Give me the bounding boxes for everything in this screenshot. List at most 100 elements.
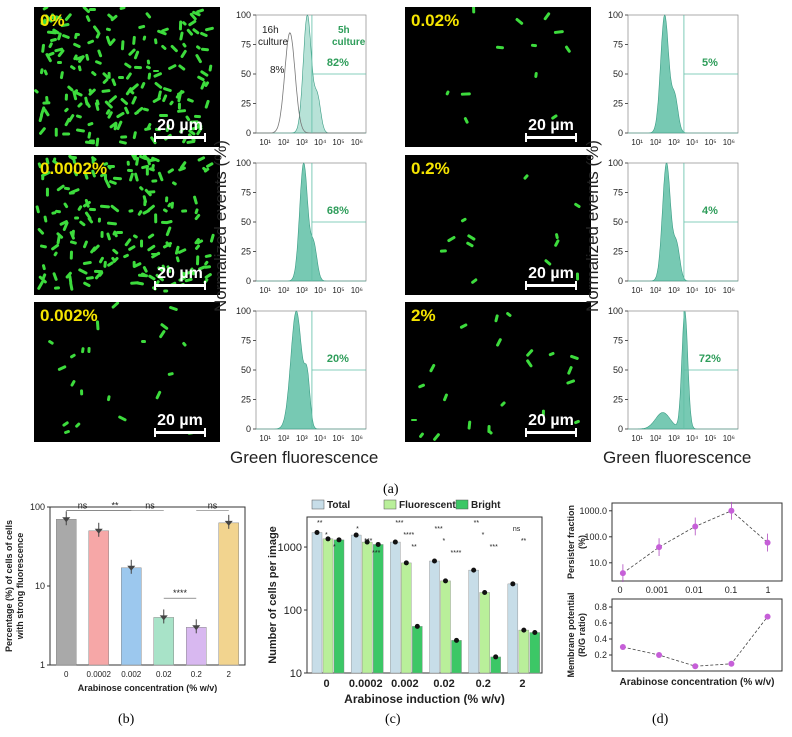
histogram-1: 0 25 50 75 100 10¹ 10² 10³ 10⁴ 10⁵ 10⁶ 68% [236,158,367,295]
x-axis-label: Arabinose induction (% w/v) [344,692,505,705]
bacterial-cell [417,383,426,389]
bacterial-cell [543,12,551,21]
bar-total [468,569,479,674]
micrograph-3: 0.02% 20 µm [405,7,591,147]
y-tick-label: 50 [241,69,251,79]
bacterial-cell [111,302,120,310]
bacterial-cell [46,187,49,198]
bar-bright [529,632,541,674]
data-point [692,523,699,530]
bacterial-cell [573,202,581,209]
bacterial-cell [59,71,64,80]
x-tick-label: 10¹ [259,138,271,147]
y-tick-label: 10 [290,668,302,680]
data-point [403,560,409,566]
bacterial-cell [132,36,137,45]
bacterial-cell [93,24,101,34]
x-tick-label: 10⁵ [704,286,716,295]
bar-total [350,534,362,674]
significance-label: *** [364,538,372,545]
bacterial-cell [466,233,476,241]
bacterial-cell [78,268,89,276]
bacterial-cell [472,7,476,14]
data-point [443,578,448,584]
bacterial-cell [119,135,128,140]
bacterial-cell [209,64,213,73]
x-tick-label: 10⁴ [686,434,699,443]
data-point [764,613,771,620]
bacterial-cell [125,72,133,81]
bacterial-cell [186,98,195,104]
bacterial-cell [157,171,164,182]
scale-bar: 20 µm [154,265,206,290]
y-tick-label: 100 [236,158,251,168]
x-tick-label: 10⁴ [314,138,327,147]
y-tick-label: 0.8 [594,602,607,612]
chart-c: 10 100 1000 Total Fluorescent Bright 0 0.0002 0.… [267,499,543,705]
bacterial-cell [120,97,129,105]
significance-label: ns [145,501,155,511]
bacterial-cell [152,69,160,73]
bacterial-cell [46,30,57,35]
bar-total [311,532,323,674]
chart-b: 1 10 100 0 0.0002 0.002 0.02 0.2 2 ns ** ns **** ns Pe… [4,501,246,693]
bar-0 [56,518,77,666]
bacterial-cell [57,60,63,64]
bacterial-cell [69,353,77,359]
bacterial-cell [133,130,138,140]
bacterial-cell [196,74,206,81]
bacterial-cell [165,225,172,236]
x-tick-label: 2 [519,678,525,690]
x-tick-label: 10² [278,138,290,147]
bacterial-cell [37,227,45,236]
bacterial-cell [121,40,125,51]
data-point [364,539,370,545]
bacterial-cell [83,281,92,288]
bacterial-cell [188,19,198,27]
bacterial-cell [150,179,158,183]
bacterial-cell [71,379,77,387]
y-tick-label: 50 [613,365,623,375]
bacterial-cell [119,7,126,11]
gate-percent: 72% [699,353,721,365]
gate-percent: 82% [327,57,349,69]
bacterial-cell [65,94,69,102]
significance-label: *** [395,520,403,527]
bacterial-cell [195,244,202,251]
bacterial-cell [195,53,203,64]
x-tick-label: 10² [278,286,290,295]
bacterial-cell [179,31,184,42]
x-axis-label: Arabinose concentration (% w/v) [78,683,218,693]
x-tick-label: 10⁵ [332,434,344,443]
legend-label: Fluorescent [399,500,456,511]
data-point [159,615,168,621]
x-tick-label: 10⁶ [723,138,735,147]
bacterial-cell [468,420,472,430]
bacterial-cell [78,220,86,227]
bacterial-cell [54,209,61,213]
gate-percent: 4% [702,205,718,217]
data-point [432,558,437,564]
y-axis-label-line: Membrane potential [566,592,576,677]
bacterial-cell [64,186,70,191]
bacterial-cell [128,209,135,214]
bacterial-cell [487,424,491,434]
bacterial-cell [505,311,512,317]
x-tick-label: 0.001 [646,585,669,595]
bacterial-cell [205,99,211,109]
x-tick-label: 2 [227,670,232,679]
bacterial-cell [471,277,479,284]
bacterial-cell [494,313,499,322]
bacterial-cell [42,263,47,271]
y-tick-label: 100.0 [584,532,607,542]
bacterial-cell [411,418,417,422]
bacterial-cell [89,207,97,211]
bacterial-cell [153,80,163,89]
hist-ylabel-left: Normalized events (%) [210,140,230,312]
bacterial-cell [63,202,69,210]
bacterial-cell [124,106,130,115]
bacterial-cell [196,255,200,266]
bacterial-cell [169,305,179,311]
bar-fluorescent [401,562,412,674]
bacterial-cell [106,221,117,225]
